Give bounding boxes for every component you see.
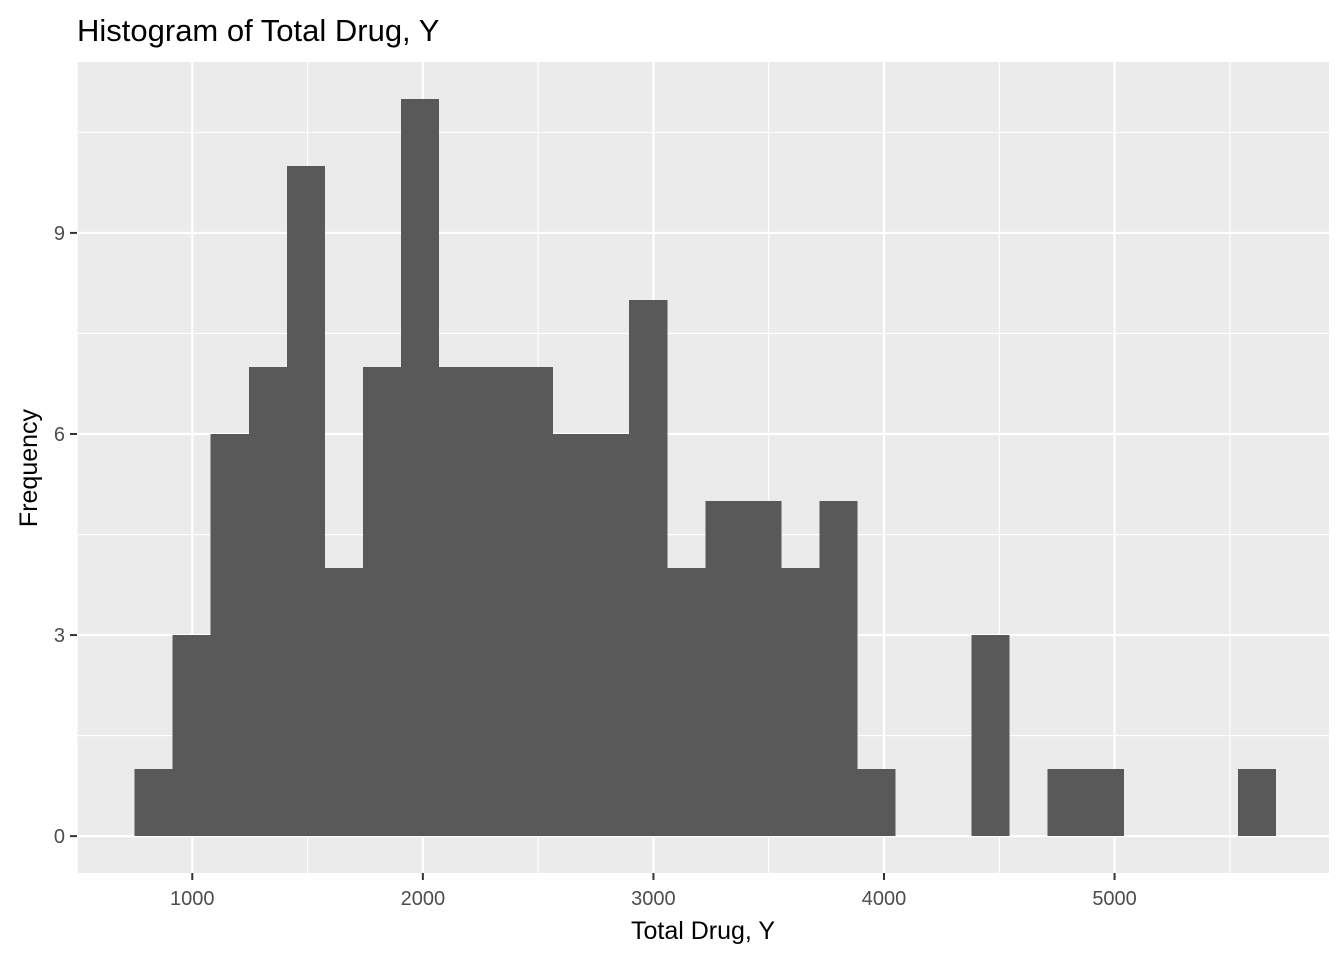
histogram-bar-2 [210, 433, 249, 837]
histogram-bar-6 [362, 366, 401, 837]
x-tick-label-4: 5000 [1092, 888, 1137, 910]
x-tick-label-1: 2000 [401, 888, 446, 910]
histogram-bar-17 [781, 568, 820, 837]
y-tick-label-1: 3 [54, 625, 65, 647]
histogram-bar-3 [248, 366, 287, 837]
histogram-bar-19 [857, 769, 896, 837]
x-axis-title: Total Drug, Y [631, 917, 775, 945]
histogram-bar-15 [705, 501, 744, 837]
histogram-bar-5 [324, 568, 363, 837]
histogram-bar-11 [553, 433, 592, 837]
histogram-bar-1 [172, 635, 211, 837]
histogram-bars [134, 98, 1276, 837]
histogram-bar-24 [1047, 769, 1086, 837]
y-axis-ticks: 0 3 6 9 [54, 223, 77, 848]
histogram-bar-25 [1085, 769, 1124, 837]
histogram-bar-9 [477, 366, 516, 837]
histogram-bar-10 [515, 366, 554, 837]
histogram-bar-8 [438, 366, 478, 837]
histogram-bar-14 [667, 568, 706, 837]
histogram-bar-7 [400, 98, 439, 837]
histogram-bar-12 [591, 433, 630, 837]
chart-title: Histogram of Total Drug, Y [77, 13, 439, 48]
x-tick-label-3: 4000 [862, 888, 907, 910]
histogram-bar-13 [629, 299, 668, 837]
x-axis-ticks: 1000 2000 3000 4000 5000 [170, 873, 1137, 910]
histogram-bar-16 [743, 501, 782, 837]
y-axis-title: Frequency [15, 408, 43, 527]
y-tick-label-0: 0 [54, 826, 65, 848]
histogram-bar-18 [819, 501, 858, 837]
x-tick-label-0: 1000 [170, 888, 215, 910]
histogram-bar-22 [971, 635, 1010, 837]
histogram-bar-0 [134, 769, 173, 837]
y-tick-label-3: 9 [54, 223, 65, 245]
histogram-bar-4 [286, 165, 325, 837]
x-tick-label-2: 3000 [631, 888, 676, 910]
y-tick-label-2: 6 [54, 424, 65, 446]
histogram-bar-29 [1237, 769, 1276, 837]
